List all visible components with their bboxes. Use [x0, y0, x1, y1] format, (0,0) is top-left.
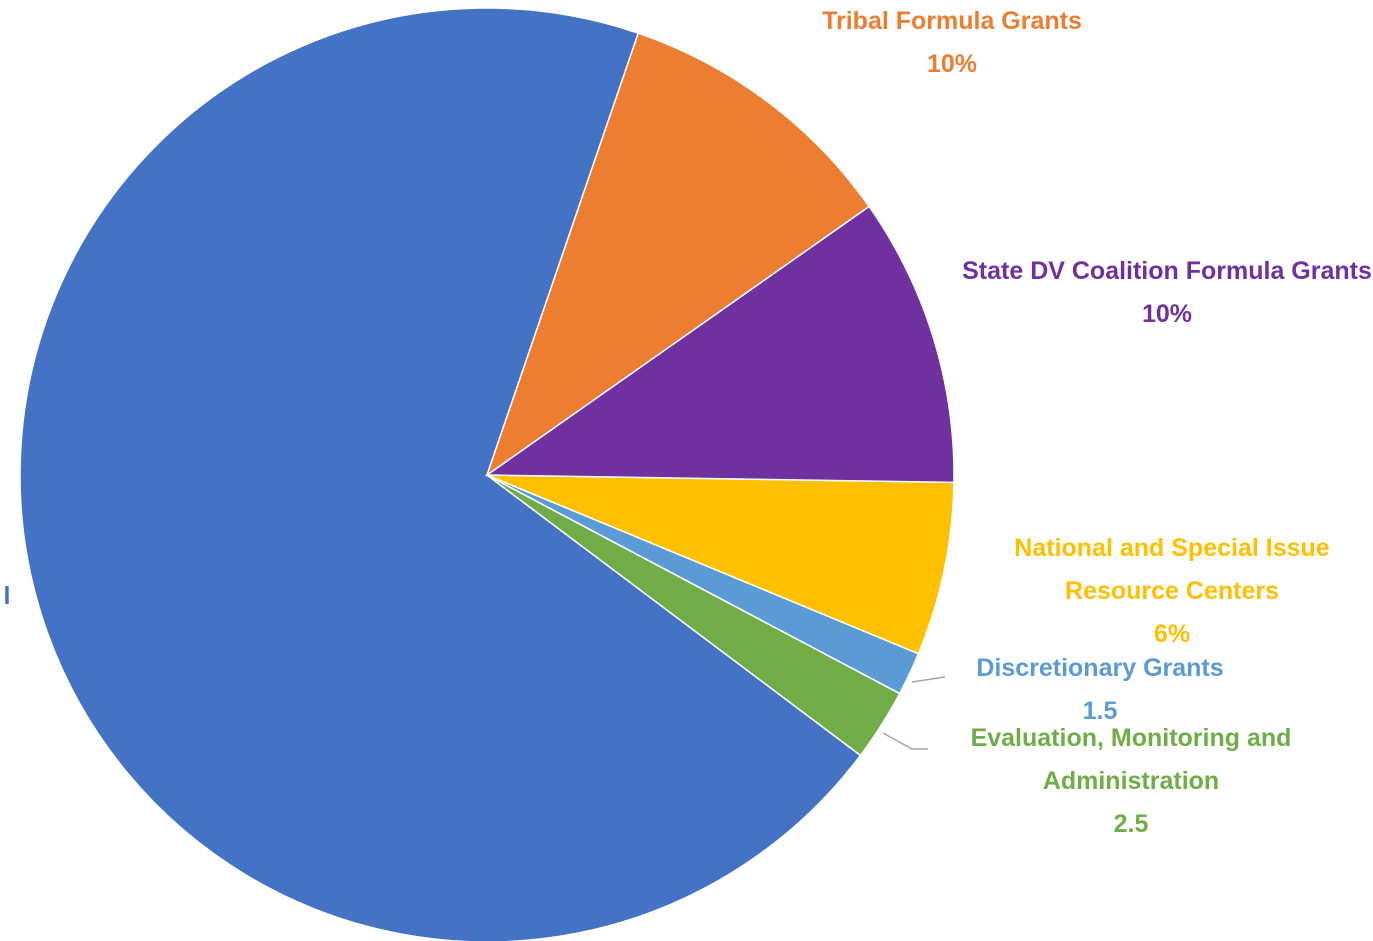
- category-label: l: [3, 582, 11, 610]
- value-label: 10%: [926, 50, 978, 78]
- value-label: 1.5: [1082, 697, 1118, 725]
- slice-label: State DV Coalition Formula Grants 10%: [962, 250, 1372, 336]
- slice-label: National and Special Issue Resource Cent…: [977, 527, 1367, 656]
- value-label: 6%: [1153, 620, 1191, 648]
- pie-slice: [485, 32, 871, 477]
- slice-label: Tribal Formula Grants 10%: [752, 0, 1152, 86]
- category-label: Discretionary Grants: [976, 654, 1224, 682]
- value-label: 10%: [1141, 300, 1193, 328]
- category-label: Tribal Formula Grants: [822, 7, 1082, 35]
- category-label: State DV Coalition Formula Grants: [962, 257, 1372, 285]
- slice-label: l: [0, 575, 14, 618]
- slice-label: Evaluation, Monitoring and Administratio…: [921, 717, 1341, 846]
- pie-slice: [486, 474, 955, 655]
- value-label: 2.5: [1113, 810, 1149, 838]
- category-label: National and Special Issue Resource Cent…: [1014, 534, 1330, 605]
- pie-slice: [19, 7, 862, 941]
- category-label: Evaluation, Monitoring and Administratio…: [970, 724, 1292, 795]
- leader-line: [882, 732, 928, 750]
- slice-label: Discretionary Grants 1.5: [940, 647, 1260, 733]
- leader-line: [911, 676, 946, 683]
- pie-slice: [484, 205, 955, 484]
